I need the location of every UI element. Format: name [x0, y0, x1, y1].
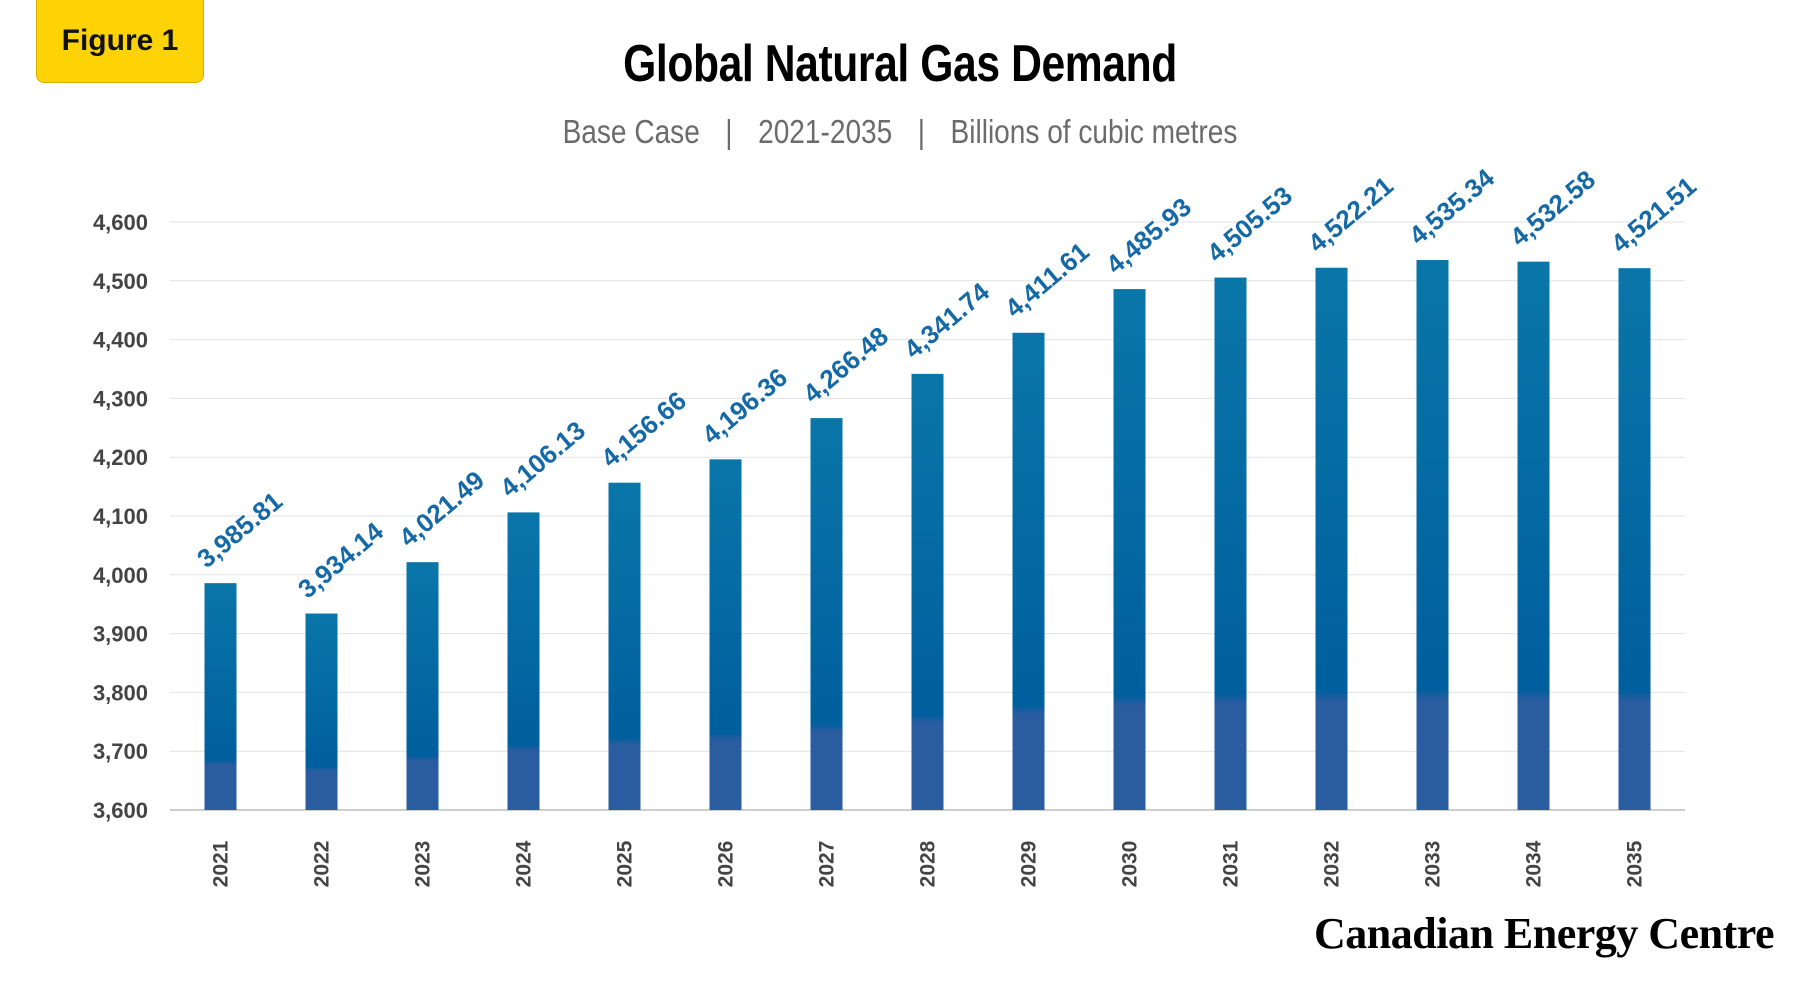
data-label-2023: 4,021.49 [393, 465, 490, 553]
bar-2022 [305, 613, 338, 810]
data-label-2027: 4,266.48 [797, 321, 894, 409]
x-tick-label: 2024 [513, 840, 536, 887]
y-tick-label: 4,500 [93, 269, 148, 294]
x-tick-label: 2033 [1422, 841, 1445, 888]
data-label-2021: 3,985.81 [191, 486, 288, 574]
y-tick-label: 4,600 [93, 210, 148, 235]
subtitle-units: Billions of cubic metres [950, 113, 1238, 150]
y-tick-label: 4,000 [93, 563, 148, 588]
bar-2027 [810, 418, 843, 810]
x-tick-label: 2031 [1220, 840, 1243, 887]
data-label-2032: 4,522.21 [1302, 170, 1399, 258]
chart-subtitle: Base Case | 2021-2035 | Billions of cubic me… [135, 113, 1665, 151]
data-label-2030: 4,485.93 [1100, 192, 1197, 280]
x-tick-label: 2022 [311, 841, 334, 888]
subtitle-separator: | [725, 113, 733, 150]
y-axis: 3,600 3,700 3,800 3,900 4,000 4,100 4,200 4,300… [93, 210, 148, 823]
bar-2024 [507, 512, 540, 810]
bar-2032 [1315, 267, 1348, 811]
x-tick-label: 2027 [816, 841, 839, 888]
x-tick-label: 2028 [917, 840, 940, 887]
bar-2029 [1012, 332, 1045, 810]
y-tick-label: 3,600 [93, 798, 148, 823]
figure-badge-label: Figure 1 [61, 24, 179, 57]
bar-2033 [1416, 260, 1449, 810]
x-tick-label: 2029 [1018, 841, 1041, 888]
bar-2031 [1214, 277, 1247, 811]
bar-2035 [1618, 268, 1651, 811]
x-tick-label: 2023 [412, 841, 435, 888]
chart-title: Global Natural Gas Demand [623, 35, 1177, 93]
y-tick-label: 4,100 [93, 504, 148, 529]
figure-badge: Figure 1 [36, 0, 204, 83]
data-label-2028: 4,341.74 [898, 276, 995, 364]
x-tick-label: 2025 [614, 840, 637, 887]
subtitle-separator: | [917, 113, 926, 150]
y-tick-label: 3,900 [93, 622, 148, 647]
x-axis: 2021 2022 2023 2024 2025 2026 2027 2028 2029 2030… [210, 840, 1647, 887]
data-label-2029: 4,411.61 [999, 236, 1095, 323]
y-tick-label: 3,700 [93, 739, 148, 764]
x-tick-label: 2035 [1624, 840, 1647, 887]
brand-logo-text: Canadian Energy Centre [1314, 909, 1774, 958]
x-tick-label: 2030 [1119, 841, 1142, 888]
y-tick-label: 4,300 [93, 386, 148, 411]
data-label-2031: 4,505.53 [1201, 180, 1298, 268]
label-layer: 3,985.81 3,934.144,021.494,106.13 4,156.66… [191, 162, 1702, 604]
x-tick-label: 2021 [210, 840, 233, 887]
y-tick-label: 3,800 [93, 680, 148, 705]
x-tick-label: 2032 [1321, 841, 1344, 888]
bar-2021 [204, 583, 237, 810]
bar-2025 [608, 482, 641, 810]
x-tick-label: 2034 [1523, 840, 1546, 887]
subtitle-scenario: Base Case [562, 113, 700, 150]
subtitle-period: 2021-2035 [758, 113, 893, 150]
bar-2034 [1517, 261, 1550, 811]
y-tick-label: 4,200 [93, 445, 148, 470]
bar-2026 [709, 459, 742, 810]
x-tick-label: 2026 [715, 841, 738, 888]
data-label-2033: 4,535.34 [1403, 162, 1500, 250]
bar-2028 [911, 373, 944, 810]
bar-2030 [1113, 289, 1146, 811]
bar-2023 [406, 562, 439, 810]
bar-layer [204, 260, 1651, 811]
y-tick-label: 4,400 [93, 328, 148, 353]
data-label-2026: 4,196.36 [696, 362, 793, 450]
data-label-2022: 3,934.14 [292, 516, 389, 604]
data-label-2034: 4,532.58 [1504, 164, 1601, 252]
data-label-2024: 4,106.13 [494, 415, 591, 503]
data-label-2035: 4,521.51 [1605, 171, 1702, 259]
